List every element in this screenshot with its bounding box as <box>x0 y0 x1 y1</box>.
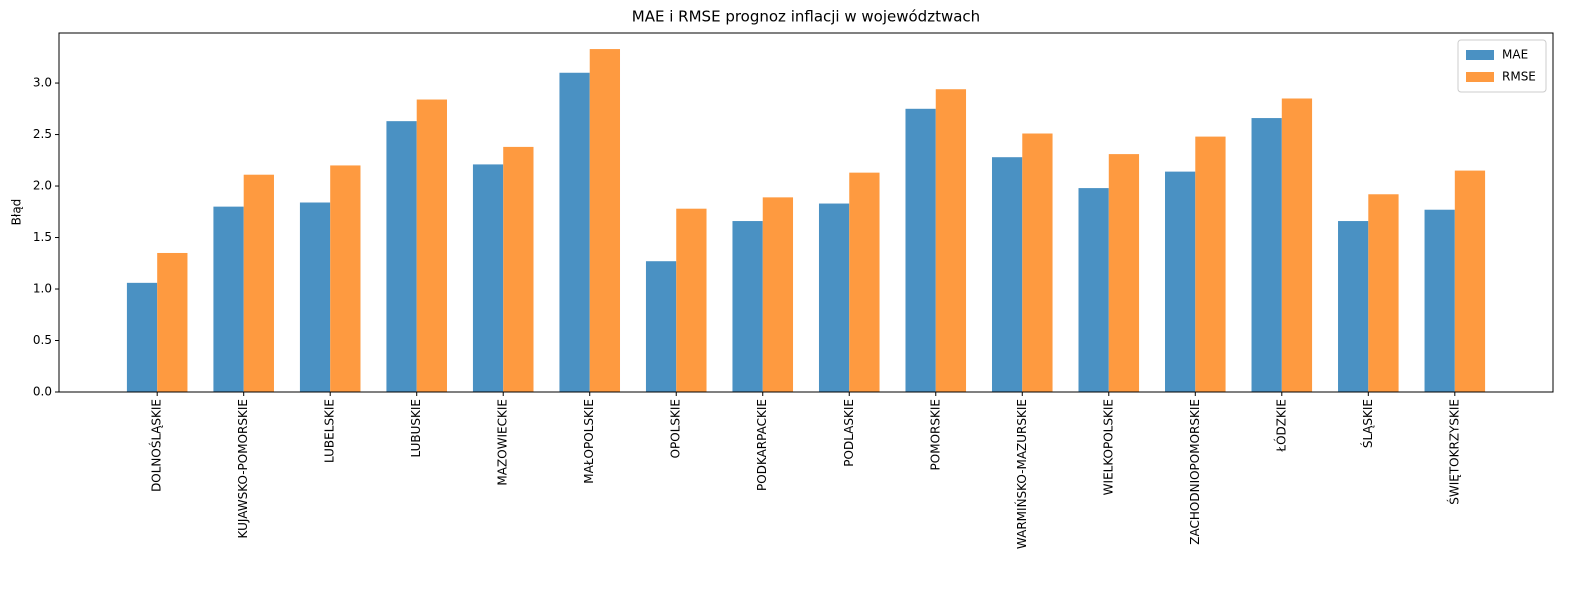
bar <box>1195 136 1226 392</box>
bar <box>676 208 707 392</box>
bar <box>905 108 936 393</box>
x-tick-label: ŚWIĘTOKRZYSKIE <box>1446 399 1461 505</box>
y-tick-label: 0.5 <box>33 333 52 347</box>
bar <box>1022 133 1053 392</box>
x-tick-label: POMORSKIE <box>928 399 942 470</box>
bar <box>645 261 677 392</box>
y-tick-label: 0.0 <box>33 385 52 399</box>
x-tick-label: LUBELSKIE <box>323 399 337 463</box>
x-tick-label: MAŁOPOLSKIE <box>582 399 596 484</box>
bar <box>126 282 158 392</box>
legend-swatch <box>1466 50 1494 60</box>
bar <box>935 89 967 392</box>
x-tick-label: ŁÓDZKIE <box>1273 399 1288 453</box>
plot-frame <box>58 32 1554 393</box>
x-tick-label: LUBUSKIE <box>409 399 423 458</box>
bar <box>849 172 880 392</box>
bar <box>589 49 621 393</box>
bar <box>330 165 361 392</box>
bar <box>1454 170 1486 392</box>
bar <box>472 164 504 392</box>
y-tick-label: 3.0 <box>33 76 52 90</box>
bar <box>1251 118 1282 392</box>
y-tick-label: 2.0 <box>33 179 52 193</box>
x-tick-label: DOLNOŚLĄSKIE <box>149 399 164 492</box>
y-tick-label: 1.5 <box>33 230 52 244</box>
y-tick-label: 1.0 <box>33 282 52 296</box>
x-tick-label: OPOLSKIE <box>669 399 683 458</box>
bar <box>157 252 188 392</box>
bar <box>1078 188 1109 392</box>
x-tick-label: ZACHODNIOPOMORSKIE <box>1188 399 1202 545</box>
bar <box>1165 171 1196 392</box>
bar <box>299 202 331 392</box>
legend-swatch <box>1466 72 1494 82</box>
x-tick-label: ŚLĄSKIE <box>1360 399 1375 448</box>
legend-label: MAE <box>1502 48 1528 62</box>
x-tick-label: KUJAWSKO-POMORSKIE <box>236 399 250 538</box>
x-tick-label: PODKARPACKIE <box>755 399 769 491</box>
x-tick-label: PODLASKIE <box>842 399 856 467</box>
bar <box>732 221 763 392</box>
bar <box>818 203 850 392</box>
bar <box>1338 221 1369 392</box>
bar <box>1108 154 1140 392</box>
y-tick-label: 2.5 <box>33 127 52 141</box>
legend: MAE RMSE <box>1457 39 1547 93</box>
bar <box>1281 98 1313 392</box>
bar <box>1368 194 1399 392</box>
x-tick-label: WARMIŃSKO-MAZURSKIE <box>1014 399 1029 549</box>
bar <box>213 206 244 392</box>
bar <box>243 174 274 392</box>
bar <box>1424 209 1455 392</box>
bar <box>991 157 1023 392</box>
bar <box>416 99 447 392</box>
bar <box>762 197 794 392</box>
x-tick-label: WIELKOPOLSKIE <box>1101 399 1115 495</box>
chart-title: MAE i RMSE prognoz inflacji w województw… <box>632 8 980 26</box>
legend-label: RMSE <box>1502 70 1536 84</box>
bar <box>503 146 534 392</box>
bar <box>386 121 417 393</box>
x-tick-label: MAZOWIECKIE <box>496 399 510 486</box>
bar <box>559 72 590 392</box>
y-axis-label: Błąd <box>10 199 24 226</box>
